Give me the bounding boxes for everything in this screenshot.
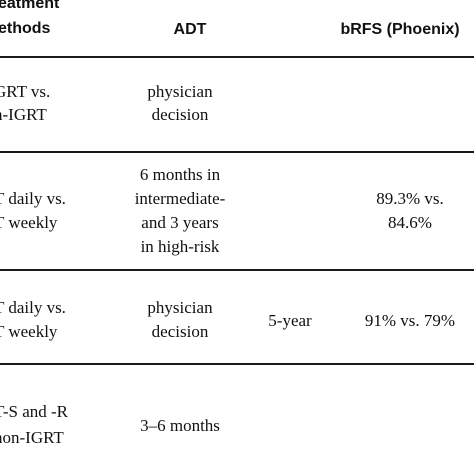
row3-treatment-line2: T weekly [0, 322, 58, 341]
row1-rule [0, 151, 474, 153]
row2-adt-line2: intermediate- [134, 189, 226, 208]
row2-rule [0, 269, 474, 271]
row2-brfs-line2: 84.6% [388, 213, 432, 232]
header-treatment-line1: eatment [0, 0, 60, 12]
row2-adt-line1: 6 months in [139, 165, 221, 184]
row1-treatment-line1: GRT vs. [0, 82, 51, 101]
row1-adt-line2: decision [151, 105, 209, 124]
row3-followup: 5-year [268, 311, 312, 330]
row2-adt-line3: and 3 years [141, 213, 219, 232]
row3-adt-line2: decision [151, 322, 209, 341]
row1-treatment-line2: n-IGRT [0, 105, 47, 124]
row4-adt: 3–6 months [140, 416, 220, 435]
row3-brfs: 91% vs. 79% [364, 311, 456, 330]
row2-treatment-line1: T daily vs. [0, 189, 66, 208]
header-rule [0, 56, 474, 58]
row3-rule [0, 363, 474, 365]
row4-treatment-line2: non-IGRT [0, 428, 64, 447]
row2-brfs-line1: 89.3% vs. [376, 189, 444, 208]
header-adt: ADT [173, 21, 207, 38]
row3-treatment-line1: T daily vs. [0, 298, 66, 317]
row1-adt-line1: physician [147, 82, 213, 101]
header-brfs: bRFS (Phoenix) [340, 21, 460, 38]
header-treatment-line2: ethods [0, 20, 51, 37]
row2-treatment-line2: T weekly [0, 213, 58, 232]
row2-adt-line4: in high-risk [140, 237, 220, 256]
row3-adt-line1: physician [147, 298, 213, 317]
row4-treatment-line1: T-S and -R [0, 402, 68, 421]
